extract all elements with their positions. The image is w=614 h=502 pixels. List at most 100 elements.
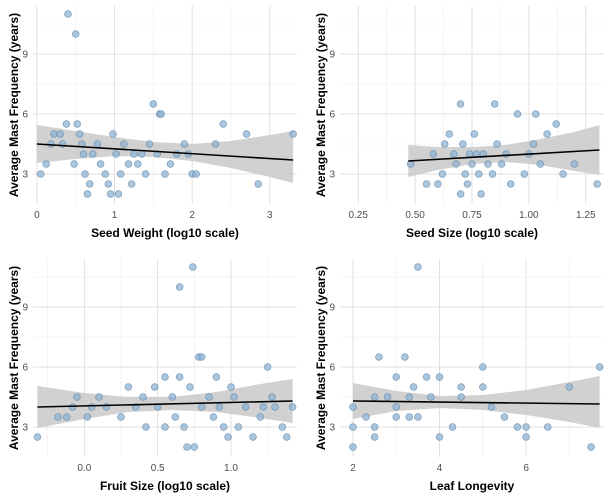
x-tick-label: 1.0: [224, 463, 238, 474]
data-point: [172, 150, 181, 158]
confidence-band: [36, 125, 294, 183]
data-point: [405, 393, 414, 401]
data-point: [112, 150, 120, 158]
data-point: [497, 160, 506, 168]
data-point: [157, 110, 165, 118]
data-point: [166, 160, 175, 168]
y-tick-label: 6: [22, 110, 28, 121]
x-tick-label: 3: [267, 210, 273, 221]
data-point: [149, 100, 158, 108]
data-point: [62, 413, 71, 421]
data-point: [429, 150, 438, 158]
data-point: [104, 180, 113, 188]
data-point: [513, 423, 522, 431]
x-tick-label: 0: [34, 210, 40, 221]
panel-4: 2 4 6 3 6 9 Leaf Longevity Average Mast Frequen…: [314, 259, 604, 493]
data-point: [259, 403, 268, 411]
data-point: [493, 140, 501, 148]
x-tick-label: 1.25: [576, 210, 596, 221]
data-point: [254, 180, 262, 188]
data-point: [595, 363, 604, 371]
data-point: [168, 393, 177, 401]
data-point: [219, 120, 228, 128]
regression-line: [352, 400, 600, 405]
data-point: [484, 160, 492, 168]
data-point: [405, 413, 414, 421]
x-tick-label: 0.75: [462, 210, 482, 221]
data-point: [93, 140, 102, 148]
data-point: [456, 100, 465, 108]
data-point: [242, 130, 251, 138]
data-point: [438, 170, 447, 178]
x-tick-label: 0.0: [77, 463, 91, 474]
data-point: [543, 423, 552, 431]
data-point: [120, 140, 128, 148]
data-point: [124, 160, 133, 168]
regression-line: [37, 400, 293, 408]
data-point: [79, 150, 88, 158]
x-tick-label: 1.00: [519, 210, 539, 221]
data-point: [349, 443, 357, 451]
data-point: [81, 170, 89, 178]
y-tick-label: 3: [329, 170, 335, 181]
data-point: [73, 120, 82, 128]
data-point: [422, 373, 431, 381]
data-point: [241, 403, 250, 411]
data-point: [186, 383, 194, 391]
data-point: [552, 120, 561, 128]
data-point: [263, 363, 272, 371]
data-point: [87, 403, 96, 411]
panel-2: 0.25 0.50 0.75 1.00 1.25 3 6 9 Seed Size (log10 …: [314, 6, 604, 240]
data-point: [171, 413, 180, 421]
data-point: [85, 180, 94, 188]
x-tick-label: 0.50: [405, 210, 425, 221]
data-point: [500, 413, 509, 421]
data-point: [227, 383, 235, 391]
data-point: [490, 100, 499, 108]
y-tick-label: 3: [329, 423, 335, 434]
data-point: [543, 130, 551, 138]
data-point: [161, 423, 169, 431]
data-point: [70, 160, 78, 168]
data-point: [468, 160, 476, 168]
data-point: [95, 393, 103, 401]
data-point: [278, 423, 287, 431]
data-point: [414, 413, 422, 421]
data-point: [536, 160, 545, 168]
data-point: [435, 373, 444, 381]
data-point: [33, 433, 42, 441]
y-tick-label: 9: [22, 303, 28, 314]
data-point: [520, 170, 529, 178]
data-point: [161, 373, 169, 381]
data-point: [54, 413, 62, 421]
data-point: [150, 383, 159, 391]
data-point: [271, 403, 279, 411]
data-point: [289, 130, 297, 138]
data-point: [256, 413, 265, 421]
data-point: [465, 150, 474, 158]
data-point: [531, 110, 540, 118]
x-tick-label: 2: [189, 210, 195, 221]
y-tick-label: 6: [329, 110, 335, 121]
data-point: [130, 150, 138, 158]
data-point: [529, 140, 538, 148]
data-point: [64, 10, 72, 18]
data-point: [116, 170, 125, 178]
x-axis-label: Leaf Longevity: [430, 479, 515, 493]
data-point: [477, 190, 485, 198]
x-axis-label: Fruit Size (log10 scale): [100, 479, 230, 493]
data-point: [127, 180, 136, 188]
data-point: [56, 130, 64, 138]
x-tick-label: 2: [350, 463, 356, 474]
data-point: [570, 160, 579, 168]
data-point: [62, 120, 71, 128]
data-point: [73, 393, 81, 401]
x-tick-label: 1: [112, 210, 118, 221]
data-point: [445, 130, 454, 138]
data-point: [448, 423, 457, 431]
data-point: [479, 383, 487, 391]
data-point: [440, 140, 449, 148]
y-axis-label: Average Mast Frequency (years): [314, 13, 328, 197]
data-point: [375, 353, 383, 361]
